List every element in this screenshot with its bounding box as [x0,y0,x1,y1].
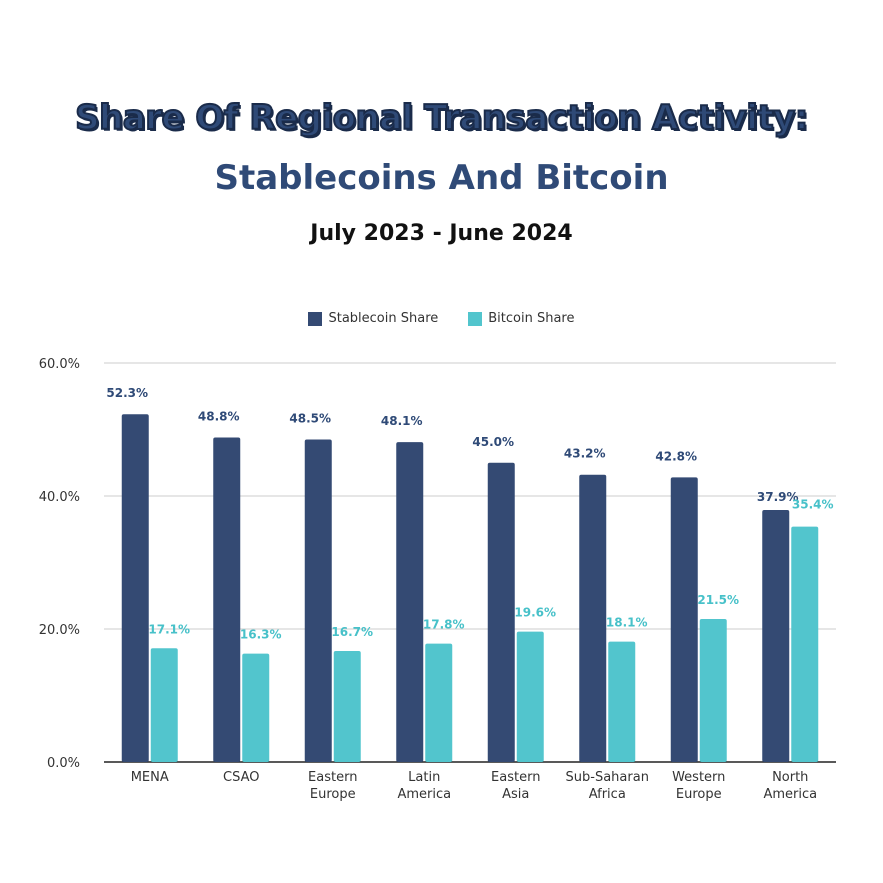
x-tick-label: CSAO [223,770,259,785]
bar-stablecoin [121,414,149,762]
legend-label-stablecoin: Stablecoin Share [328,311,439,326]
x-tick-label: North [772,770,808,785]
chart-title: Share Of Regional Transaction Activity: [74,98,809,138]
y-tick-label: 0.0% [47,756,80,771]
y-tick-label: 60.0% [39,357,80,372]
value-label-stablecoin: 43.2% [564,447,606,461]
bar-bitcoin [425,643,453,762]
value-label-stablecoin: 48.8% [198,409,240,423]
bar-stablecoin [304,439,332,762]
legend-item-stablecoin: Stablecoin Share [308,311,438,326]
bar-bitcoin [699,619,727,762]
x-tick-label: Eastern [491,770,540,785]
x-tick-label: Europe [676,787,722,802]
x-tick-label: Western [672,770,725,785]
bar-bitcoin [333,650,361,762]
x-tick-label: Eastern [308,770,357,785]
value-label-bitcoin: 18.1% [606,616,648,630]
x-tick-label: Sub-Saharan [566,770,649,785]
value-label-bitcoin: 17.8% [423,618,465,632]
x-tick-label: MENA [131,770,169,785]
value-label-stablecoin: 48.5% [289,411,331,425]
bar-bitcoin [608,641,636,762]
x-tick-label: Asia [502,787,529,802]
x-tick-label: America [763,787,817,802]
y-tick-label: 40.0% [39,490,80,505]
value-label-bitcoin: 35.4% [792,498,834,512]
x-tick-label: Africa [589,787,626,802]
bar-stablecoin [579,474,607,762]
legend-item-bitcoin: Bitcoin Share [468,311,575,326]
x-tick-label: America [397,787,451,802]
chart-subtitle: Stablecoins And Bitcoin [214,158,669,198]
value-label-bitcoin: 16.3% [240,628,282,642]
value-label-stablecoin: 52.3% [106,386,148,400]
bar-bitcoin [791,526,819,762]
bar-bitcoin [242,653,270,762]
bar-stablecoin [213,437,241,762]
value-label-bitcoin: 16.7% [331,625,373,639]
value-label-bitcoin: 17.1% [148,622,190,636]
bar-stablecoin [670,477,698,762]
legend-swatch-bitcoin [468,311,483,326]
value-label-stablecoin: 42.8% [655,449,697,463]
bar-bitcoin [150,648,178,762]
value-label-bitcoin: 19.6% [514,606,556,620]
x-tick-label: Latin [408,770,440,785]
value-label-stablecoin: 37.9% [757,490,799,504]
value-label-bitcoin: 21.5% [697,593,739,607]
bar-stablecoin [487,462,515,762]
bar-stablecoin [396,442,424,762]
value-label-stablecoin: 45.0% [472,435,514,449]
legend-label-bitcoin: Bitcoin Share [488,311,575,326]
bar-stablecoin [762,509,790,762]
x-tick-label: Europe [310,787,356,802]
value-label-stablecoin: 48.1% [381,414,423,428]
chart-period: July 2023 - June 2024 [310,221,573,246]
bar-bitcoin [516,631,544,762]
y-tick-label: 20.0% [39,623,80,638]
legend-swatch-stablecoin [308,311,323,326]
chart-legend: Stablecoin Share Bitcoin Share [0,311,883,326]
